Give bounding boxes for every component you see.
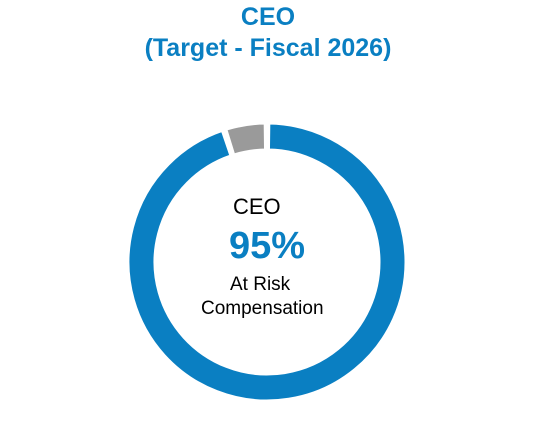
- center-value: 95%: [229, 225, 306, 267]
- donut-slice-1: [126, 121, 408, 403]
- chart-subtitle: (Target - Fiscal 2026): [144, 34, 392, 62]
- center-caption-line2: Compensation: [201, 298, 324, 319]
- center-caption-line1: At Risk: [230, 274, 291, 295]
- center-label: CEO: [233, 194, 281, 219]
- donut-slice-2: [223, 121, 268, 157]
- chart-title: CEO: [240, 3, 296, 31]
- chart-title-block: CEO (Target - Fiscal 2026): [0, 2, 536, 64]
